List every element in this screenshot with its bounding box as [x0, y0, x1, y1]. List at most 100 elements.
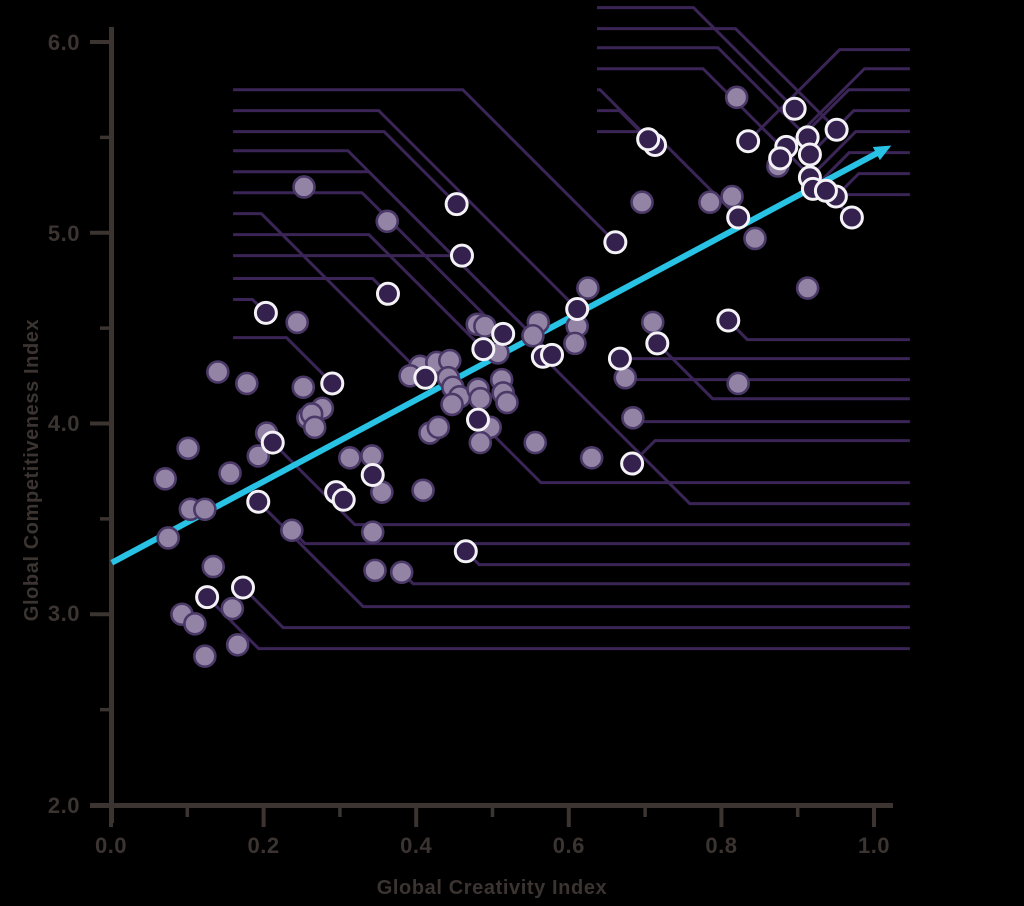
x-tick-label: 0.2 [248, 833, 280, 858]
leader-line [233, 109, 579, 311]
leader-line [808, 130, 910, 179]
leader-line [233, 277, 390, 295]
leader-line [400, 571, 910, 586]
leader-line [597, 27, 838, 131]
data-point [201, 554, 226, 579]
data-point-highlighted [195, 585, 220, 610]
leader-line [631, 439, 910, 465]
leader-line [233, 233, 485, 351]
leader-line [656, 342, 910, 401]
data-point [389, 560, 414, 585]
data-point [235, 371, 259, 396]
data-point [523, 430, 548, 455]
data-point [720, 184, 744, 209]
data-point [579, 446, 604, 470]
data-point-highlighted [331, 487, 356, 512]
y-tick-label: 4.0 [48, 411, 80, 436]
data-point-highlighted [466, 407, 491, 432]
data-point [225, 632, 250, 657]
leader-line [597, 109, 650, 141]
data-point-highlighted [320, 371, 345, 396]
y-axis-title: Global Competitiveness Index [21, 319, 43, 621]
data-point-highlighted [726, 205, 751, 230]
leader-line [597, 6, 796, 110]
data-point [468, 430, 493, 455]
y-tick-label: 3.0 [48, 601, 80, 626]
data-point-highlighted [782, 96, 807, 121]
data-point [698, 190, 722, 215]
data-point [411, 478, 435, 503]
data-point [621, 405, 645, 430]
data-point-highlighted [453, 539, 478, 564]
leader-line [233, 191, 505, 335]
data-point [218, 461, 242, 485]
x-tick-label: 0.4 [400, 833, 432, 858]
data-point-highlighted [253, 300, 278, 325]
data-point [375, 209, 400, 234]
data-point-highlighted [540, 342, 565, 367]
data-point-highlighted [471, 337, 496, 362]
y-tick-label: 2.0 [48, 793, 80, 818]
y-tick-label: 5.0 [48, 221, 80, 246]
data-point-highlighted [444, 192, 469, 217]
leader-line [597, 67, 853, 219]
leader-line [233, 130, 458, 206]
data-point-highlighted [736, 129, 761, 154]
data-point-highlighted [645, 331, 670, 356]
x-axis-title: Global Creativity Index [377, 877, 608, 899]
data-point [193, 644, 217, 669]
data-point-highlighted [716, 308, 741, 333]
leader-line [464, 550, 910, 567]
data-point-highlighted [636, 127, 661, 152]
data-point-highlighted [413, 365, 438, 390]
data-point [563, 331, 587, 356]
data-point [246, 444, 271, 468]
axis-labels: 1.0 0.8 0.6 0.4 0.2 0.0 6.0 5.0 4.0 3.0 … [21, 30, 890, 899]
data-point [193, 497, 217, 522]
x-tick-label: 0.8 [705, 833, 737, 858]
data-point [156, 526, 181, 550]
leader-line [257, 500, 910, 609]
data-point-highlighted [375, 281, 400, 306]
data-point [521, 323, 545, 348]
data-point [743, 226, 767, 251]
data-point-highlighted [260, 430, 285, 455]
data-point-highlighted [360, 463, 385, 488]
data-point [285, 310, 309, 335]
leader-line [541, 355, 910, 506]
data-point [183, 611, 207, 636]
data-point [468, 386, 493, 411]
data-point [426, 415, 451, 440]
data-point [576, 276, 600, 300]
leader-line [233, 212, 427, 379]
data-point [338, 446, 362, 470]
data-point-highlighted [824, 117, 849, 142]
leader-line [808, 109, 910, 156]
data-point [363, 558, 387, 583]
data-point [630, 190, 654, 215]
leader-line [241, 586, 910, 630]
y-tick-label: 6.0 [48, 30, 80, 55]
data-point-highlighted [813, 178, 838, 203]
leader-line [785, 67, 910, 148]
data-point-highlighted [797, 142, 822, 167]
data-point [280, 518, 304, 543]
data-point-highlighted [230, 575, 255, 600]
data-point [795, 276, 820, 300]
leader-line [233, 170, 534, 337]
x-tick-label: 0.0 [95, 833, 127, 858]
leader-line [811, 151, 910, 190]
data-point [726, 371, 750, 396]
trend-arrowhead [872, 145, 892, 161]
data-point [291, 375, 316, 400]
data-point [292, 175, 316, 199]
data-point [360, 520, 385, 545]
data-point-highlighted [565, 297, 590, 322]
data-point-highlighted [246, 489, 271, 514]
leader-line [624, 376, 910, 382]
data-point [724, 85, 749, 110]
leader-line [290, 529, 910, 546]
data-point-highlighted [839, 205, 864, 230]
